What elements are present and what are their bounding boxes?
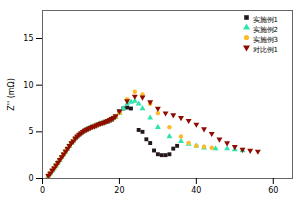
svg-text:Z'' (mΩ): Z'' (mΩ) — [7, 78, 16, 111]
svg-text:5: 5 — [28, 127, 33, 136]
svg-text:0: 0 — [28, 174, 33, 183]
svg-text:实施例3: 实施例3 — [253, 36, 278, 44]
svg-text:实施例2: 实施例2 — [253, 26, 278, 34]
svg-text:对比例1: 对比例1 — [253, 46, 278, 54]
svg-text:10: 10 — [23, 81, 33, 90]
svg-text:40: 40 — [191, 186, 201, 195]
svg-text:20: 20 — [114, 186, 124, 195]
svg-text:15: 15 — [23, 34, 33, 43]
svg-text:0: 0 — [40, 186, 45, 195]
svg-text:60: 60 — [268, 186, 278, 195]
svg-text:实施例1: 实施例1 — [253, 16, 278, 24]
